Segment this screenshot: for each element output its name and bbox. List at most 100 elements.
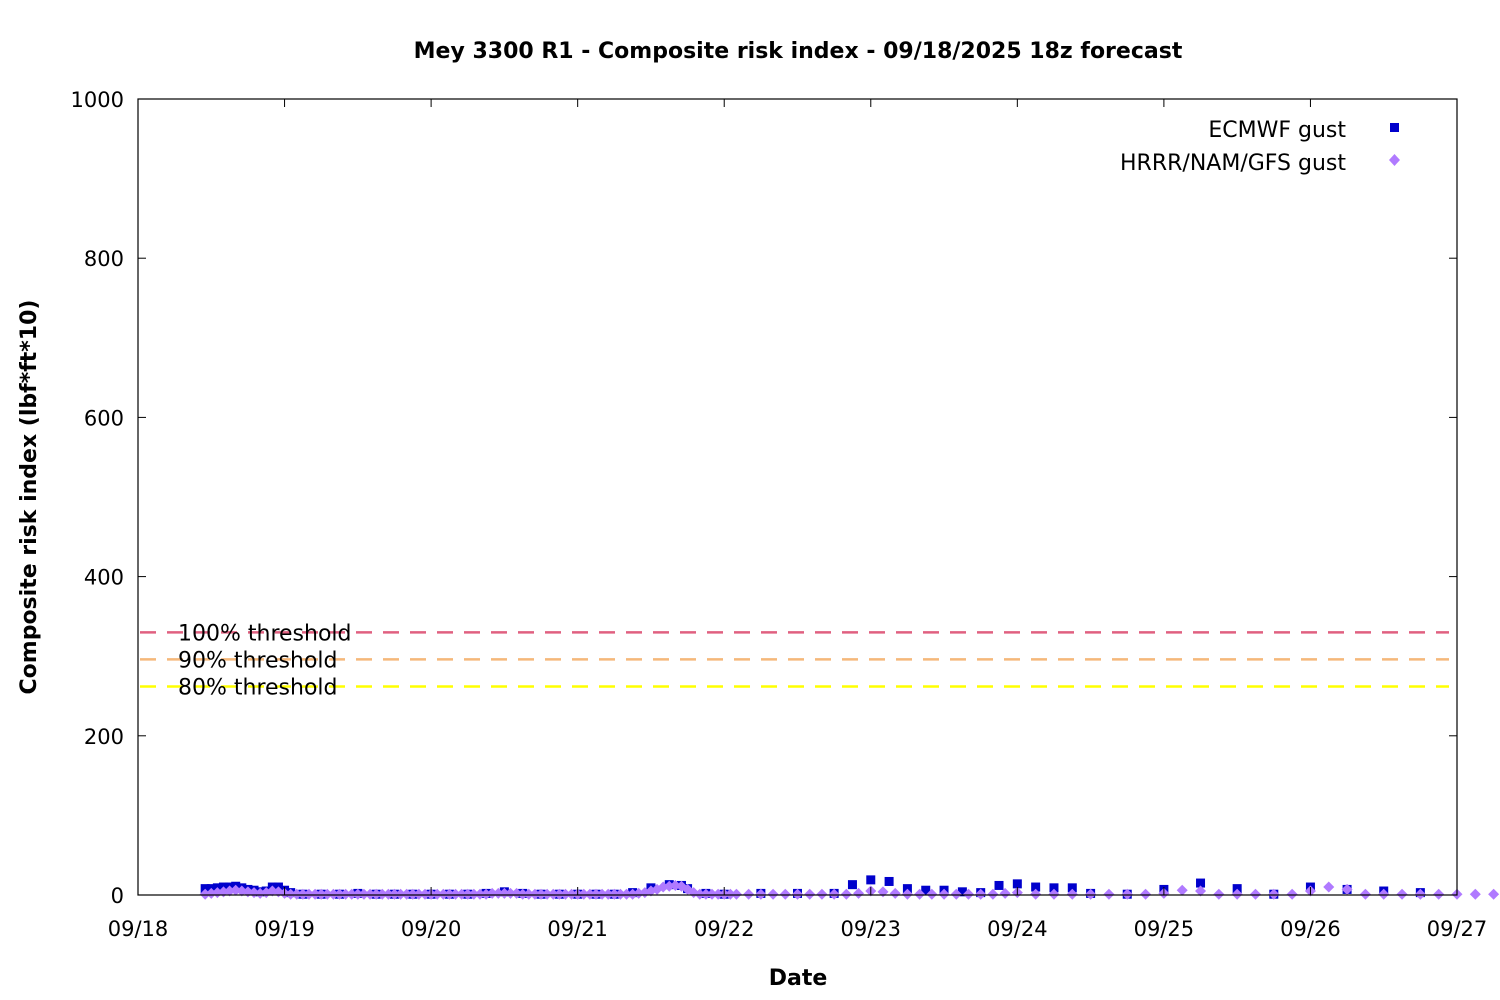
hrrr-point — [853, 887, 865, 899]
hrrr-point — [566, 888, 578, 900]
ticks-layer: 09/18 09/19 09/20 09/21 09/22 09/23 09/24 09/25… — [71, 88, 1488, 941]
hrrr-point — [1396, 888, 1408, 900]
hrrr-point — [401, 888, 413, 900]
hrrr-point — [456, 888, 468, 900]
hrrr-point — [621, 888, 633, 900]
hrrr-point — [1341, 883, 1353, 895]
hrrr-point — [901, 888, 913, 900]
hrrr-point — [1414, 888, 1426, 900]
legend-label-ecmwf: ECMWF gust — [1208, 118, 1346, 143]
hrrr-point — [1323, 881, 1335, 893]
hrrr-point — [694, 888, 706, 900]
hrrr-point — [517, 888, 529, 900]
hrrr-point — [529, 888, 541, 900]
chart-title: Mey 3300 R1 - Composite risk index - 09/… — [414, 39, 1183, 64]
hrrr-point — [1231, 888, 1243, 900]
hrrr-point — [334, 888, 346, 900]
hrrr-point — [431, 888, 443, 900]
hrrr-point — [1195, 885, 1207, 897]
x-tick-label: 09/24 — [987, 917, 1048, 941]
hrrr-point — [1286, 888, 1298, 900]
hrrr-point — [346, 888, 358, 900]
ecmwf-point — [902, 884, 912, 894]
x-tick-label: 09/23 — [841, 917, 902, 941]
x-tick-label: 09/19 — [254, 917, 315, 941]
hrrr-point — [602, 888, 614, 900]
y-tick-label: 400 — [84, 566, 124, 590]
hrrr-point — [364, 888, 376, 900]
ecmwf-point — [1232, 884, 1242, 894]
ecmwf-point — [847, 880, 857, 890]
hrrr-point — [297, 888, 309, 900]
threshold-label: 90% threshold — [178, 648, 338, 673]
hrrr-point — [1213, 888, 1225, 900]
hrrr-point — [468, 888, 480, 900]
ecmwf-point — [1196, 878, 1206, 888]
hrrr-point — [816, 888, 828, 900]
hrrr-point — [291, 888, 303, 900]
hrrr-point — [541, 888, 553, 900]
hrrr-point — [1103, 888, 1115, 900]
hrrr-point — [590, 888, 602, 900]
legend: ECMWF gust HRRR/NAM/GFS gust — [1120, 118, 1400, 176]
hrrr-point — [1030, 888, 1042, 900]
hrrr-point — [1469, 888, 1481, 900]
hrrr-point — [614, 888, 626, 900]
hrrr-point — [1249, 888, 1261, 900]
hrrr-point — [315, 888, 327, 900]
ecmwf-point — [884, 876, 894, 886]
x-tick-label: 09/27 — [1427, 917, 1488, 941]
hrrr-point — [1176, 884, 1188, 896]
hrrr-point — [1048, 888, 1060, 900]
threshold-label: 100% threshold — [178, 621, 352, 646]
hrrr-point — [1085, 888, 1097, 900]
x-tick-label: 09/25 — [1134, 917, 1195, 941]
x-tick-label: 09/26 — [1280, 917, 1341, 941]
hrrr-point — [413, 888, 425, 900]
hrrr-point — [999, 887, 1011, 899]
hrrr-point — [804, 888, 816, 900]
hrrr-point — [437, 888, 449, 900]
hrrr-point — [419, 888, 431, 900]
hrrr-point — [1359, 888, 1371, 900]
hrrr-point — [395, 888, 407, 900]
hrrr-point — [321, 888, 333, 900]
hrrr-point — [450, 888, 462, 900]
hrrr-point — [730, 888, 742, 900]
y-tick-label: 200 — [84, 725, 124, 749]
hrrr-point — [523, 888, 535, 900]
legend-marker-hrrr — [1389, 154, 1400, 166]
hrrr-point — [376, 888, 388, 900]
threshold-label: 80% threshold — [178, 675, 338, 700]
hrrr-point — [303, 888, 315, 900]
hrrr-point — [706, 888, 718, 900]
hrrr-point — [388, 888, 400, 900]
hrrr-point — [926, 888, 938, 900]
hrrr-point — [767, 888, 779, 900]
ecmwf-point — [1012, 879, 1022, 889]
x-tick-label: 09/20 — [401, 917, 462, 941]
hrrr-point — [1433, 888, 1445, 900]
hrrr-point — [382, 888, 394, 900]
hrrr-point — [462, 888, 474, 900]
hrrr-point — [370, 888, 382, 900]
hrrr-point — [535, 888, 547, 900]
ecmwf-point — [921, 885, 931, 895]
hrrr-point — [285, 888, 297, 900]
legend-label-hrrr: HRRR/NAM/GFS gust — [1120, 151, 1346, 176]
hrrr-point — [504, 887, 516, 899]
hrrr-point — [584, 888, 596, 900]
hrrr-point — [914, 888, 926, 900]
hrrr-point — [755, 888, 767, 900]
hrrr-point — [700, 888, 712, 900]
hrrr-point — [492, 887, 504, 899]
hrrr-point — [828, 888, 840, 900]
ecmwf-point — [1049, 883, 1059, 893]
marks-layer — [199, 875, 1500, 900]
hrrr-point — [712, 888, 724, 900]
hrrr-point — [352, 888, 364, 900]
ecmwf-point — [1031, 882, 1041, 892]
